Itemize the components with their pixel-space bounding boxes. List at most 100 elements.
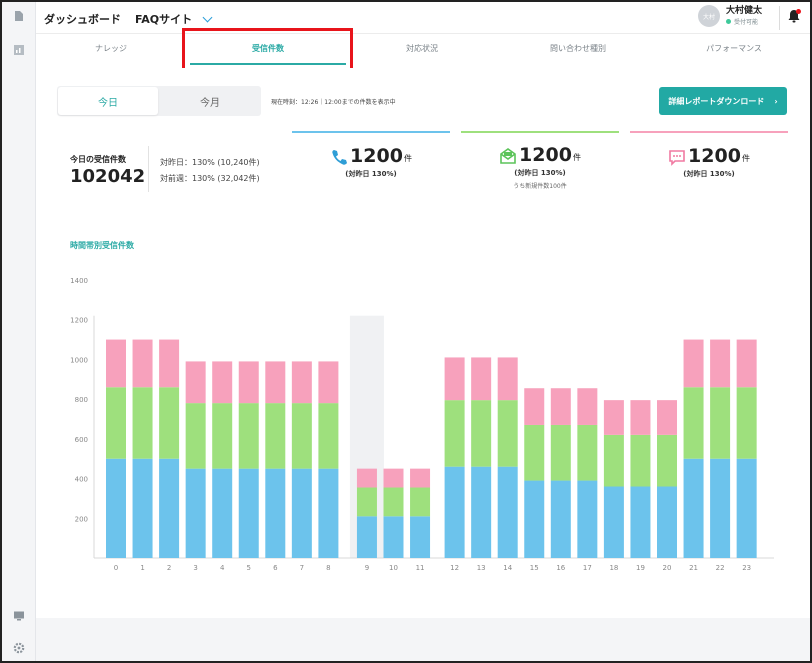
bar-segment [683,458,704,558]
bar-segment [577,480,598,558]
chat-unit: 件 [741,154,750,163]
x-tick-label: 3 [193,564,197,572]
x-tick-label: 23 [742,564,751,572]
phone-compare: (対昨日 130%) [345,170,397,178]
tab-inquiry-type[interactable]: 問い合わせ種別 [550,44,606,53]
document-icon[interactable] [13,10,25,22]
side-rail [2,2,36,661]
bar-segment [710,458,731,558]
phone-icon [332,150,348,165]
bar-segment [683,387,704,459]
tab-received[interactable]: 受信件数 [252,44,284,53]
bar-segment [159,458,180,558]
x-tick-label: 9 [365,564,369,572]
bar-segment [318,403,339,469]
bar-segment [410,516,431,558]
y-tick-label: 600 [75,436,88,444]
app-title: ダッシュボード [44,13,121,26]
bar-segment [356,468,377,488]
y-tick-label: 200 [75,515,88,523]
header-divider [779,6,780,30]
x-tick-label: 19 [636,564,645,572]
bar-segment [524,424,545,481]
bar-segment [410,468,431,488]
bell-icon[interactable] [786,8,802,24]
bar-segment [383,468,404,488]
mail-count: 1200 [519,144,572,166]
top-header: ダッシュボード FAQサイト 大村 大村健太 受付可能 [36,2,810,34]
bar-segment [736,339,757,388]
avatar: 大村 [698,5,720,27]
bar-segment [318,468,339,558]
bar-segment [577,388,598,425]
mail-stat: 1200 件 (対昨日 130%) うち新規件数100件 [461,145,619,190]
x-tick-label: 21 [689,564,698,572]
bar-segment [106,387,126,459]
bar-segment [106,339,126,388]
bar-segment [265,468,286,558]
bar-segment [497,400,518,467]
monitor-icon[interactable] [13,610,25,622]
tab-bar: ナレッジ 受信件数 対応状況 問い合わせ種別 パフォーマンス [36,34,810,68]
bar-segment [630,486,651,558]
active-tab-underline [190,63,346,65]
bar-segment [212,361,233,404]
bar-segment [657,400,677,435]
bar-segment [710,339,731,388]
bar-segment [603,434,624,487]
x-tick-label: 15 [530,564,539,572]
bar-segment [550,424,571,481]
x-tick-label: 1 [140,564,144,572]
bar-segment [444,400,465,467]
vs-last-week: 対前週：130% (32,042件) [160,174,260,183]
bar-segment [471,400,492,467]
download-report-button[interactable]: 詳細レポートダウンロード › [659,87,787,115]
bar-segment [212,468,233,558]
y-tick-label: 1000 [70,356,88,364]
bar-segment [291,468,312,558]
bar-segment [497,357,518,401]
phone-count: 1200 [350,145,403,167]
bar-segment [630,434,651,487]
user-menu[interactable]: 大村 大村健太 受付可能 [698,5,762,27]
bar-segment [318,361,339,404]
chat-compare: (対昨日 130%) [683,170,735,178]
tab-status[interactable]: 対応状況 [406,44,438,53]
download-report-label: 詳細レポートダウンロード [668,96,765,106]
bar-segment [524,480,545,558]
bar-segment [497,466,518,558]
site-selector[interactable]: FAQサイト [135,11,213,27]
user-status: 受付可能 [726,17,762,26]
chart-icon[interactable] [13,44,25,56]
gear-icon[interactable] [13,642,25,654]
site-label: FAQサイト [135,13,193,26]
x-tick-label: 2 [167,564,171,572]
bar-segment [356,487,377,517]
chat-stat: 1200 件 (対昨日 130%) [630,146,788,179]
bar-segment [212,403,233,469]
x-tick-label: 11 [416,564,425,572]
bar-segment [550,480,571,558]
bar-segment [683,339,704,388]
tab-performance[interactable]: パフォーマンス [706,44,762,53]
bar-segment [736,387,757,459]
period-month-button[interactable]: 今月 [200,97,220,109]
tab-knowledge[interactable]: ナレッジ [95,44,127,53]
bar-segment [577,424,598,481]
x-tick-label: 22 [716,564,725,572]
x-tick-label: 16 [556,564,565,572]
x-tick-label: 5 [247,564,251,572]
y-tick-label: 800 [75,396,88,404]
x-tick-label: 4 [220,564,225,572]
page-footer [36,618,810,661]
bar-segment [132,339,153,388]
mail-compare: (対昨日 130%) [514,169,566,177]
bar-segment [471,466,492,558]
chevron-down-icon [202,12,213,22]
summary-divider [148,146,149,192]
bar-segment [265,361,286,404]
bar-segment [444,357,465,401]
bar-segment [356,516,377,558]
period-today-button[interactable]: 今日 [58,87,158,115]
